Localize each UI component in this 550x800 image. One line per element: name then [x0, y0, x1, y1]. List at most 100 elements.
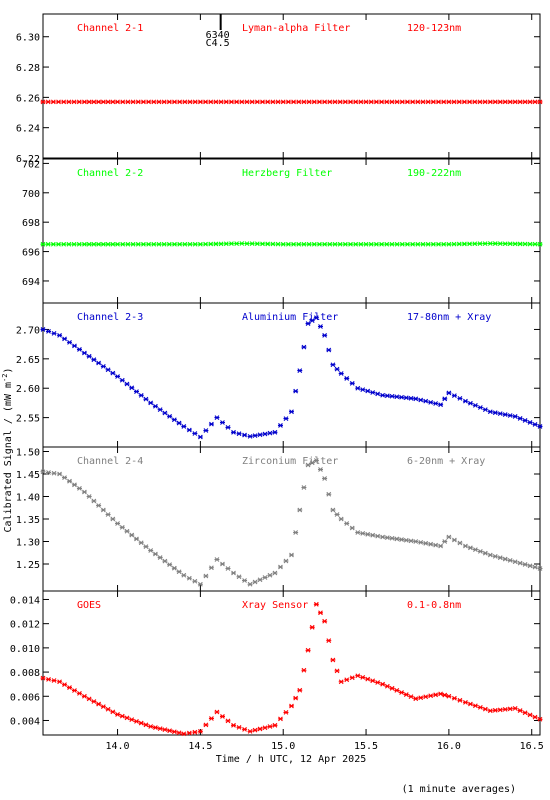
data-point	[177, 99, 183, 105]
data-point	[257, 432, 263, 438]
data-point	[532, 241, 538, 247]
data-point	[57, 679, 63, 685]
data-point	[171, 565, 177, 571]
data-point	[218, 241, 224, 247]
data-point	[40, 99, 46, 105]
data-point	[167, 413, 173, 419]
data-point	[380, 392, 386, 398]
data-point	[218, 99, 224, 105]
data-point	[86, 353, 92, 359]
data-point	[462, 543, 468, 549]
data-point	[91, 357, 97, 363]
data-point	[306, 99, 312, 105]
data-point	[423, 540, 429, 546]
data-point	[360, 675, 366, 680]
data-point	[360, 531, 366, 536]
data-point	[214, 709, 220, 715]
data-point	[270, 99, 276, 105]
data-point	[297, 687, 303, 693]
data-point	[502, 556, 508, 562]
data-point	[497, 241, 503, 247]
data-point	[311, 99, 317, 105]
data-point	[537, 99, 543, 105]
data-point	[482, 99, 488, 105]
band-label: 17-80nm + Xray	[407, 312, 491, 323]
data-point	[214, 557, 220, 562]
data-point	[242, 432, 248, 438]
y-tick-label: 0.004	[10, 716, 40, 727]
data-point	[213, 241, 219, 247]
data-point	[67, 685, 73, 690]
data-point	[254, 99, 260, 105]
data-point	[148, 548, 154, 553]
data-point	[353, 99, 359, 105]
data-point	[436, 241, 442, 247]
data-point	[50, 99, 56, 105]
data-point	[62, 336, 68, 342]
data-point	[81, 693, 87, 699]
filter-label: Herzberg Filter	[242, 168, 332, 179]
data-point	[442, 692, 448, 698]
data-point	[86, 696, 92, 702]
data-point	[428, 541, 434, 547]
data-point	[492, 553, 498, 559]
data-point	[213, 99, 219, 105]
data-point	[370, 532, 376, 538]
data-point	[394, 99, 400, 105]
data-point	[423, 694, 429, 700]
data-point	[244, 241, 250, 246]
data-point	[326, 491, 332, 497]
data-point	[105, 512, 111, 517]
data-point	[81, 241, 87, 247]
data-point	[365, 388, 371, 394]
data-point	[512, 414, 518, 419]
data-point	[115, 521, 121, 526]
data-point	[497, 707, 503, 713]
data-point	[234, 99, 240, 105]
data-point	[125, 241, 131, 247]
data-point	[124, 381, 130, 387]
data-point	[512, 559, 518, 565]
data-point	[51, 678, 57, 683]
data-point	[262, 725, 268, 731]
data-point	[301, 99, 307, 105]
data-point	[91, 498, 97, 504]
data-point	[157, 407, 163, 413]
data-point	[265, 99, 271, 105]
data-point	[176, 569, 182, 575]
data-point	[360, 387, 366, 393]
data-point	[305, 462, 311, 468]
data-point	[283, 558, 289, 564]
data-point	[197, 581, 203, 587]
y-tick-label: 6.22	[16, 154, 40, 165]
data-point	[171, 729, 177, 735]
data-point	[252, 727, 258, 733]
data-point	[413, 539, 419, 544]
data-point	[472, 547, 478, 552]
band-label: 6-20nm + Xray	[407, 456, 485, 467]
data-point	[394, 394, 400, 400]
flare-marker-id: 6340	[206, 30, 230, 41]
data-point	[487, 241, 493, 246]
data-point	[297, 507, 303, 513]
y-tick-label: 2.70	[16, 325, 40, 336]
data-point	[442, 396, 448, 402]
data-point	[61, 241, 67, 247]
data-point	[186, 730, 192, 736]
data-point	[186, 575, 192, 581]
data-point	[156, 241, 162, 247]
data-point	[482, 407, 488, 413]
data-point	[291, 241, 297, 247]
data-point	[152, 725, 158, 730]
data-point	[100, 99, 106, 105]
data-point	[40, 469, 46, 475]
data-point	[115, 241, 121, 247]
y-tick-label: 702	[22, 159, 40, 170]
data-point	[249, 99, 255, 105]
data-point	[389, 685, 395, 691]
data-point	[289, 409, 294, 415]
data-point	[110, 241, 116, 247]
data-point	[394, 688, 400, 693]
data-point	[462, 398, 468, 404]
data-point	[433, 401, 439, 406]
